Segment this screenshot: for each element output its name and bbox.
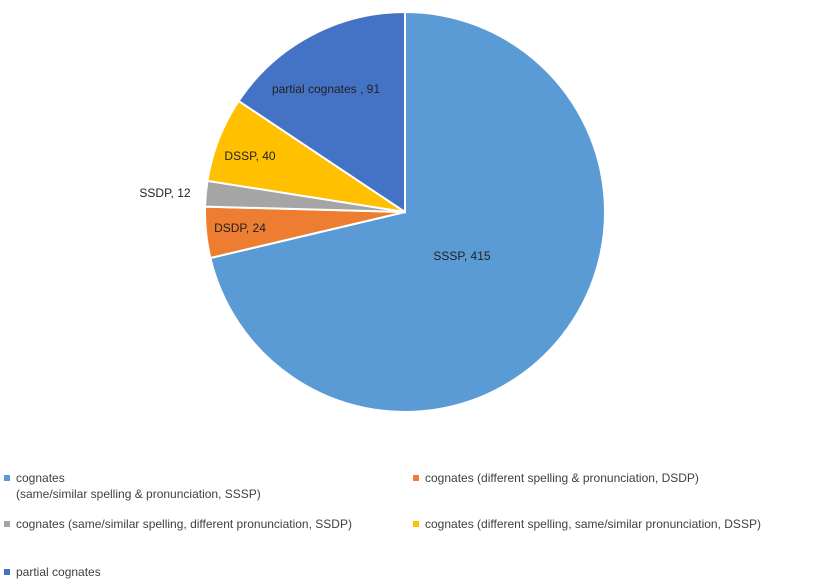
legend-label-sssp: cognates (same/similar spelling & pronun…	[16, 471, 261, 501]
legend-swatch-ssdp	[4, 521, 10, 527]
pie-slice-partial-cognates	[237, 10, 406, 214]
legend-item-sssp: cognates (same/similar spelling & pronun…	[4, 470, 261, 502]
slice-label-ssdp: SSDP, 12	[139, 186, 190, 200]
pie-slice-sssp	[209, 10, 606, 413]
legend-swatch-partial	[4, 569, 10, 575]
pie-chart: SSSP, 415 DSDP, 24 SSDP, 12 DSSP, 40 partial…	[139, 10, 606, 413]
legend-swatch-dssp	[413, 521, 419, 527]
slice-label-dsdp: DSDP, 24	[214, 221, 266, 235]
legend-label-partial: partial cognates	[16, 565, 101, 579]
legend-item-dsdp: cognates (different spelling & pronuncia…	[413, 470, 699, 486]
slice-label-sssp: SSSP, 415	[433, 249, 490, 263]
legend-swatch-dsdp	[413, 475, 419, 481]
slice-label-partial-cognates: partial cognates , 91	[272, 82, 380, 96]
legend-label-dssp: cognates (different spelling, same/simil…	[425, 517, 761, 531]
legend-swatch-sssp	[4, 475, 10, 481]
legend-label-dsdp: cognates (different spelling & pronuncia…	[425, 471, 699, 485]
legend-item-ssdp: cognates (same/similar spelling, differe…	[4, 516, 352, 532]
legend-label-ssdp: cognates (same/similar spelling, differe…	[16, 517, 352, 531]
legend-item-dssp: cognates (different spelling, same/simil…	[413, 516, 761, 532]
legend-item-partial: partial cognates	[4, 564, 101, 580]
slice-label-dssp: DSSP, 40	[224, 149, 275, 163]
